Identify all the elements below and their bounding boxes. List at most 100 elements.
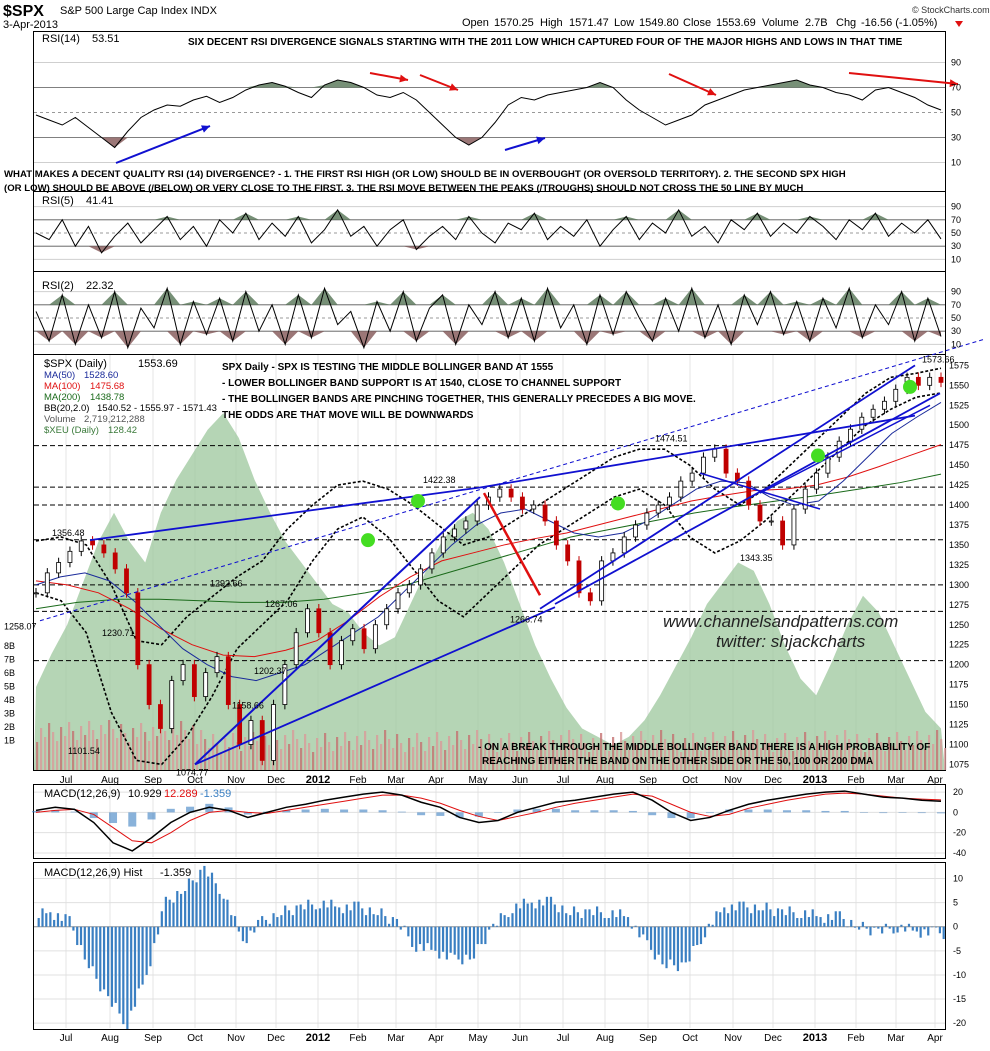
volume-bar xyxy=(872,747,875,770)
series-layer xyxy=(32,79,945,1029)
macd-hist-bar xyxy=(596,906,599,927)
volume-bar xyxy=(596,747,599,770)
bottom-note-2: REACHING EITHER THE BAND ON THE OTHER SI… xyxy=(482,756,873,767)
hist-tick-label: -5 xyxy=(953,946,961,956)
macd-hist-bar xyxy=(130,926,133,1011)
volume-bar xyxy=(384,730,387,770)
price-candle xyxy=(112,552,118,570)
price-candle xyxy=(135,592,141,666)
rsi2-tick-label: 90 xyxy=(951,287,961,297)
volume-bar xyxy=(224,738,227,770)
price-candle xyxy=(531,504,537,510)
macd-mini-hist-bar xyxy=(243,812,252,815)
x-tick-label: 2012 xyxy=(306,774,330,786)
macd-hist-bar xyxy=(850,919,853,927)
x-tick-label: Mar xyxy=(887,775,905,786)
ma100-legend-value: 1475.68 xyxy=(90,381,124,392)
price-candle xyxy=(542,504,548,522)
volume-bar xyxy=(436,732,439,770)
ma50-legend-label: MA(50) xyxy=(44,370,75,381)
macd-hist-bar xyxy=(72,926,75,931)
macd-mini-hist-bar xyxy=(320,808,329,813)
macd-hist-value: -1.359 xyxy=(160,867,191,879)
volume-bar xyxy=(664,739,667,770)
macd-hist-bar xyxy=(191,880,194,927)
volume-bar xyxy=(352,750,355,770)
price-candle xyxy=(859,416,865,430)
macd-hist-bar xyxy=(495,925,499,927)
volume-bar xyxy=(772,752,775,770)
macd-hist-bar xyxy=(403,925,406,927)
rsi-bullish-divergence-arrow-head xyxy=(536,136,545,145)
macd-hist-bar xyxy=(153,926,156,944)
macd-hist-bar xyxy=(615,917,618,927)
volume-bar xyxy=(556,749,559,770)
volume-bar xyxy=(356,736,359,770)
price-annotation-label: 1074.77 xyxy=(176,768,209,778)
price-candle xyxy=(384,608,390,626)
volume-bar xyxy=(520,737,523,770)
volume-bar xyxy=(584,743,587,770)
volume-legend-value: 2,719,212,288 xyxy=(84,414,145,425)
macd-hist-bar xyxy=(699,926,703,945)
volume-bar xyxy=(92,730,95,770)
macd-hist-bar xyxy=(261,916,264,927)
volume-tick-label: 7B xyxy=(4,655,15,665)
price-candle xyxy=(259,720,265,761)
volume-bar xyxy=(756,739,759,770)
volume-bar xyxy=(936,730,939,770)
macd-hist-bar xyxy=(769,909,772,927)
price-candle xyxy=(802,488,808,510)
high-label: High xyxy=(540,17,563,29)
volume-bar xyxy=(744,735,747,770)
volume-bar xyxy=(720,750,723,770)
macd-hist-bar xyxy=(488,926,491,930)
green-highlight-dot xyxy=(903,379,917,394)
rsi14-tick-label: 10 xyxy=(951,158,961,168)
macd-mini-hist-bar xyxy=(359,809,368,813)
volume-bar xyxy=(348,741,351,770)
volume-bar xyxy=(784,733,787,770)
volume-bar xyxy=(820,745,823,770)
macd-hist-bar xyxy=(676,926,680,972)
macd-hist-bar xyxy=(357,901,360,927)
macd-hist-bar xyxy=(453,926,456,955)
volume-bar xyxy=(796,737,799,770)
open-value: 1570.25 xyxy=(494,17,534,29)
macd-hist-bar xyxy=(518,908,522,927)
macd-hist-bar xyxy=(923,926,926,930)
volume-bar xyxy=(320,747,323,770)
price-candle xyxy=(282,664,288,705)
x-tick-label: Oct xyxy=(187,1033,203,1044)
price-annotation-label: 1267.06 xyxy=(265,599,298,609)
volume-bar xyxy=(632,736,635,770)
hist-tick-label: -20 xyxy=(953,1018,966,1028)
bb-legend-value: 1540.52 - 1555.97 - 1571.43 xyxy=(97,403,217,414)
rsi5-tick-label: 30 xyxy=(951,241,961,251)
volume-bar xyxy=(812,750,815,770)
volume-bar xyxy=(640,731,643,770)
macd-mini-hist-bar xyxy=(686,812,695,819)
volume-bar xyxy=(456,731,459,770)
price-candle xyxy=(723,448,729,474)
macd-hist-bar xyxy=(434,926,437,951)
volume-bar xyxy=(624,741,627,770)
price-annotation-label: 1573.66 xyxy=(922,354,955,364)
macd-hist-bar xyxy=(530,902,533,927)
price-candle xyxy=(825,456,831,474)
volume-bar xyxy=(416,733,419,770)
macd-mini-hist-bar xyxy=(744,809,753,813)
macd-hist-bar xyxy=(619,909,622,927)
x-tick-label: Feb xyxy=(349,775,367,786)
macd-hist-bar xyxy=(407,926,410,937)
macd-hist-bar xyxy=(291,915,294,927)
volume-bar xyxy=(768,743,771,770)
volume-bar xyxy=(888,737,891,770)
volume-bar xyxy=(592,738,595,770)
rsi5-tick-label: 90 xyxy=(951,202,961,212)
volume-tick-label: 1B xyxy=(4,736,15,746)
price-candle xyxy=(791,508,797,546)
price-label: $SPX (Daily) xyxy=(44,358,107,370)
hist-tick-label: 10 xyxy=(953,873,963,883)
macd-hist-bar xyxy=(765,902,768,927)
